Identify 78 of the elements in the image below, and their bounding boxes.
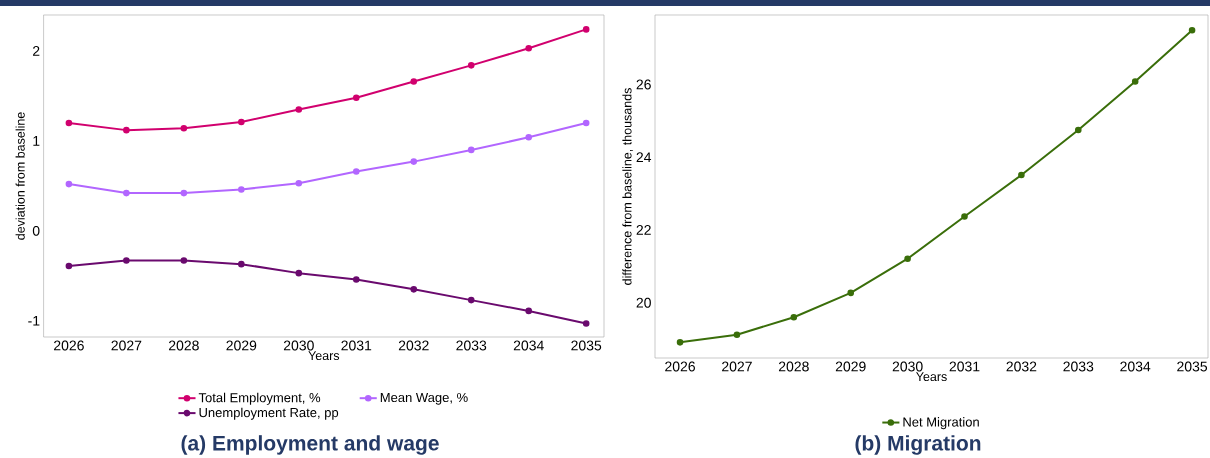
legend-label: Unemployment Rate, pp — [199, 407, 339, 420]
legend-label: Mean Wage, % — [380, 392, 468, 405]
point — [582, 26, 590, 33]
point — [123, 126, 130, 134]
x-tick-label: 2031 — [341, 340, 372, 351]
y-axis-title: difference from baseline, thousands — [622, 88, 634, 285]
x-tick-label: 2030 — [283, 340, 314, 351]
point — [123, 257, 130, 264]
point — [525, 307, 533, 315]
point — [352, 276, 360, 283]
x-tick-label: 2034 — [513, 340, 544, 351]
point — [65, 119, 73, 127]
point — [180, 125, 188, 132]
point — [410, 286, 418, 293]
x-tick-label: 2029 — [835, 361, 866, 372]
y-tick-label: 26 — [636, 79, 651, 90]
x-tick-label: 2030 — [892, 361, 923, 372]
y-tick-label: -1 — [28, 316, 40, 326]
point — [525, 44, 533, 52]
x-tick-label: 2027 — [722, 361, 752, 372]
x-tick-label: 2035 — [1177, 361, 1208, 372]
x-tick-label: 2028 — [168, 340, 199, 351]
x-tick-label: 2032 — [398, 340, 429, 351]
point — [295, 179, 303, 187]
point — [410, 78, 418, 85]
point — [961, 213, 968, 220]
x-axis-title: Years — [308, 351, 340, 361]
y-tick-label: 1 — [33, 136, 40, 146]
point — [295, 106, 303, 113]
x-tick-label: 2032 — [1006, 361, 1037, 372]
x-tick-label: 2026 — [665, 361, 695, 372]
x-axis-title: Years — [916, 372, 947, 382]
point — [467, 146, 475, 154]
x-tick-label: 2033 — [456, 340, 487, 351]
point — [790, 313, 798, 321]
point — [733, 331, 741, 339]
point — [904, 255, 911, 262]
text: (b) Migration — [855, 435, 981, 455]
point — [1188, 26, 1196, 34]
text: (a) Employment and wage — [181, 435, 439, 455]
point — [676, 339, 684, 346]
y-tick-label: 20 — [636, 297, 651, 308]
point — [1131, 78, 1139, 85]
point — [123, 189, 130, 197]
y-tick-label: 0 — [32, 225, 40, 236]
x-tick-label: 2027 — [111, 340, 142, 351]
point — [180, 189, 188, 197]
point — [65, 180, 73, 188]
y-tick-label: 24 — [636, 152, 652, 163]
point — [352, 168, 360, 175]
point — [467, 62, 475, 69]
point — [525, 134, 533, 141]
point — [1018, 171, 1025, 179]
y-tick-label: 22 — [636, 225, 651, 235]
point — [180, 257, 188, 264]
x-tick-label: 2034 — [1120, 361, 1151, 372]
y-tick-label: 2 — [32, 46, 40, 56]
point — [238, 118, 245, 126]
x-tick-label: 2035 — [571, 340, 602, 351]
legend-label: Total Employment, % — [198, 392, 321, 405]
point — [1074, 126, 1082, 134]
point — [238, 260, 245, 268]
point — [295, 269, 303, 277]
x-tick-label: 2026 — [54, 340, 84, 351]
point — [352, 94, 360, 102]
point — [467, 296, 475, 304]
point — [65, 262, 73, 270]
legend-label: Net Migration — [903, 417, 979, 430]
y-axis-title: deviation from baseline — [15, 112, 25, 240]
point — [582, 320, 590, 327]
x-tick-label: 2028 — [778, 361, 809, 372]
x-tick-label: 2031 — [949, 361, 980, 372]
x-tick-label: 2033 — [1063, 361, 1094, 372]
point — [238, 186, 245, 193]
x-tick-label: 2029 — [226, 340, 257, 351]
point — [847, 289, 855, 297]
point — [410, 158, 418, 165]
point — [582, 119, 590, 127]
